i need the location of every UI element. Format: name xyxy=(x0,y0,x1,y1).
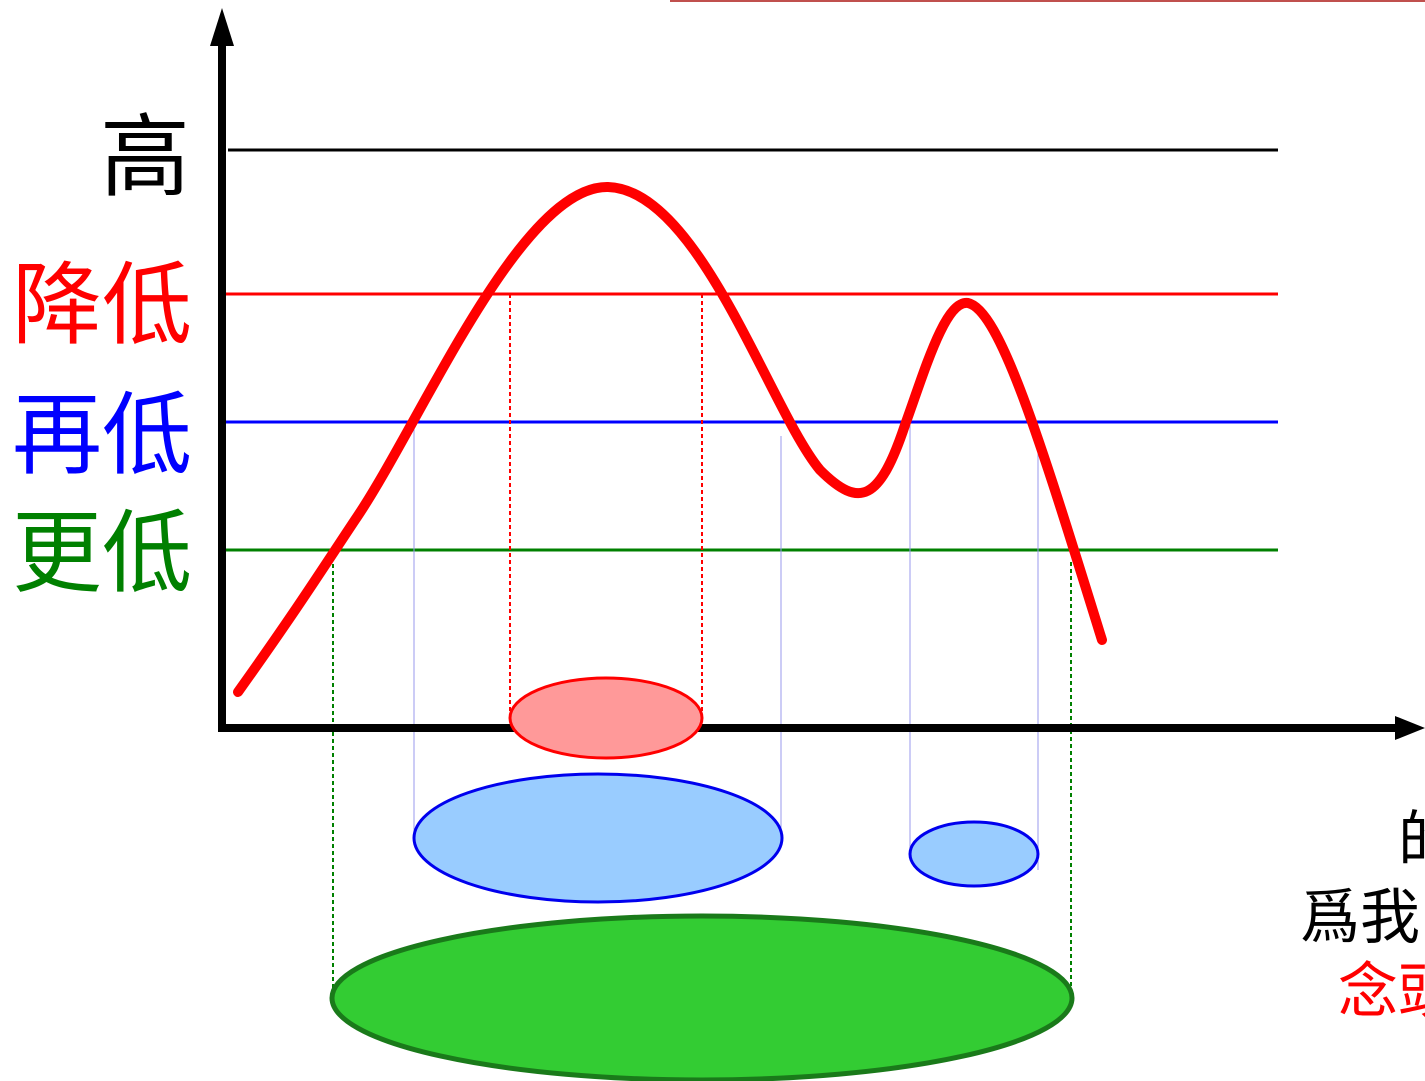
blue-projection-lines xyxy=(413,425,1039,870)
y-axis-arrowhead xyxy=(210,8,234,46)
blue-ellipse-large xyxy=(412,772,784,904)
label-high: 高 xyxy=(100,105,190,210)
red-projection-lines xyxy=(509,294,703,718)
green-projection-lines xyxy=(332,550,1072,1000)
right-text-line1: 的 xyxy=(1398,805,1425,875)
label-even-lower: 再低 xyxy=(12,383,192,488)
red-ellipse xyxy=(508,676,704,760)
right-text-line3: 念頭 xyxy=(1338,957,1425,1027)
label-lowest: 更低 xyxy=(12,501,192,606)
label-lower: 降低 xyxy=(12,253,192,358)
green-ellipse xyxy=(329,913,1075,1081)
blue-ellipse-small xyxy=(908,820,1040,888)
right-text-line2: 爲我 xyxy=(1300,883,1420,953)
x-axis-arrowhead xyxy=(1395,716,1425,740)
red-wave-curve xyxy=(233,181,1107,697)
